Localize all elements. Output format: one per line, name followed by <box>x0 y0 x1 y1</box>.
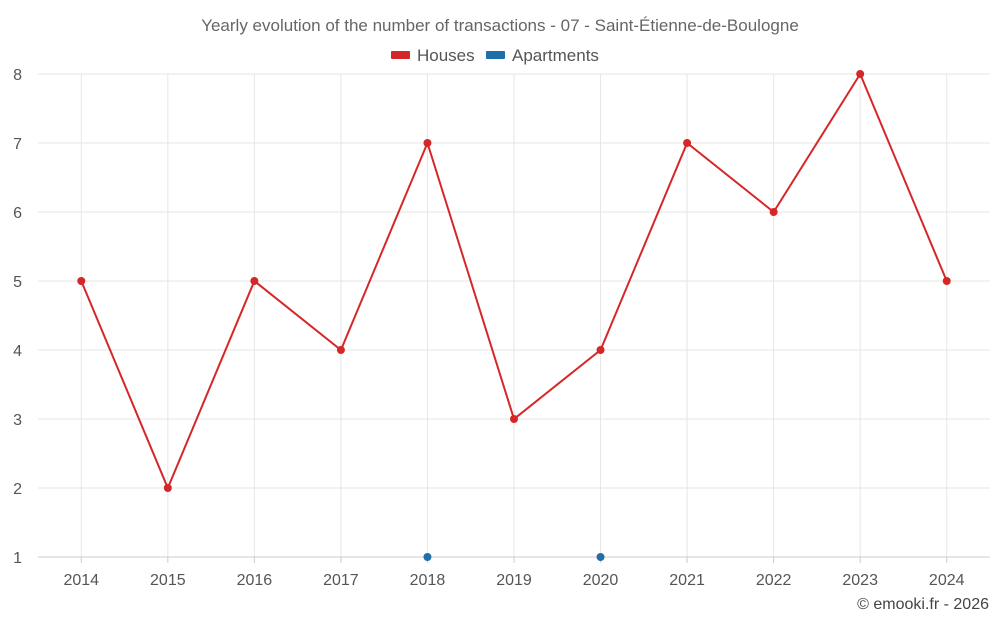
data-point-houses-2017[interactable] <box>336 346 345 354</box>
data-point-houses-2022[interactable] <box>769 208 778 216</box>
x-tick-label-2020: 2020 <box>583 572 619 589</box>
legend-swatch-apartments <box>486 51 505 59</box>
y-tick-label-8: 8 <box>13 67 22 84</box>
x-tick-label-2018: 2018 <box>410 572 446 589</box>
x-tick-label-2021: 2021 <box>669 572 705 589</box>
y-tick-label-3: 3 <box>13 412 22 429</box>
data-point-houses-2018[interactable] <box>423 139 432 147</box>
y-tick-label-6: 6 <box>13 205 22 222</box>
data-point-apartments-2020[interactable] <box>596 553 605 561</box>
x-tick-label-2017: 2017 <box>323 572 359 589</box>
y-tick-label-1: 1 <box>13 550 22 567</box>
legend-label-houses: Houses <box>417 46 475 65</box>
x-tick-label-2019: 2019 <box>496 572 532 589</box>
y-tick-label-4: 4 <box>13 343 22 360</box>
x-tick-label-2023: 2023 <box>842 572 878 589</box>
chart-title: Yearly evolution of the number of transa… <box>201 16 799 35</box>
credit-text: © emooki.fr - 2026 <box>857 596 989 613</box>
legend-item-houses[interactable]: Houses <box>391 46 475 65</box>
legend-item-apartments[interactable]: Apartments <box>486 46 599 65</box>
chart-legend[interactable]: Houses Apartments <box>391 46 599 65</box>
data-point-houses-2016[interactable] <box>250 277 259 285</box>
data-point-houses-2019[interactable] <box>510 415 518 423</box>
data-point-apartments-2018[interactable] <box>423 553 432 561</box>
y-axis: 1 2 3 4 5 6 7 8 <box>13 67 22 567</box>
data-point-houses-2014[interactable] <box>77 277 86 285</box>
data-point-houses-2015[interactable] <box>163 484 172 492</box>
x-tick-label-2022: 2022 <box>756 572 792 589</box>
x-tick-label-2015: 2015 <box>150 572 186 589</box>
legend-swatch-houses <box>391 51 410 59</box>
y-tick-label-5: 5 <box>13 274 22 291</box>
x-tick-label-2024: 2024 <box>929 572 965 589</box>
x-tick-label-2016: 2016 <box>237 572 273 589</box>
x-axis: 2014 2015 2016 2017 2018 2019 2020 2021 2022 2023… <box>38 556 990 589</box>
data-point-houses-2021[interactable] <box>683 139 692 147</box>
y-tick-label-2: 2 <box>13 481 22 498</box>
y-tick-label-7: 7 <box>13 136 22 153</box>
x-tick-label-2014: 2014 <box>63 572 99 589</box>
data-point-houses-2020[interactable] <box>596 346 605 354</box>
grid-lines <box>38 73 990 557</box>
data-point-houses-2024[interactable] <box>942 277 951 285</box>
series-layer <box>77 70 951 561</box>
data-point-houses-2023[interactable] <box>856 70 865 78</box>
legend-label-apartments: Apartments <box>512 46 599 65</box>
